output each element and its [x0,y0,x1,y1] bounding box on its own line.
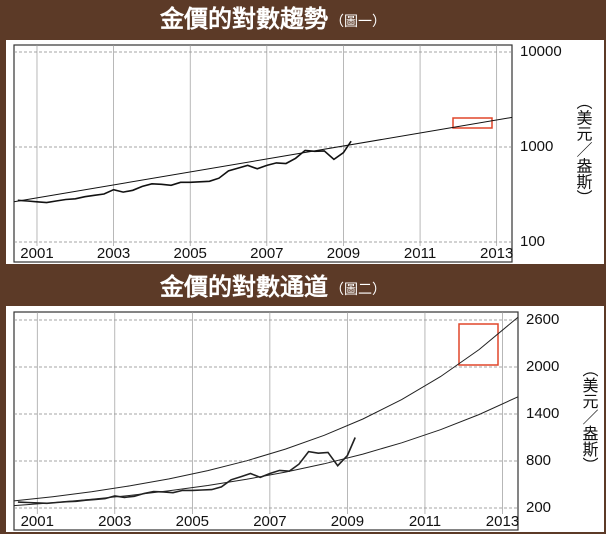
y-axis-label: （美元／盎斯） [580,361,599,473]
y-tick-label: 10000 [520,43,562,60]
x-tick-label: 2011 [409,513,441,530]
highlight-box [458,323,499,366]
y-tick-label: 800 [526,452,551,469]
line [17,437,356,505]
y-tick-label: 100 [520,233,545,250]
x-tick-label: 2013 [480,245,513,262]
x-tick-label: 2011 [404,245,436,262]
chart-title: 金價的對數通道 [159,273,328,301]
x-tick-label: 2001 [20,245,53,262]
chart-title-note: （圖一） [330,14,386,30]
y-axis-label: （美元／盎斯） [574,94,593,206]
y-tick-label: 1000 [520,138,553,155]
panel [6,306,604,532]
x-tick-label: 2003 [98,513,131,530]
y-tick-label: 2000 [526,358,559,375]
x-tick-label: 2007 [250,245,283,262]
y-tick-label: 1400 [526,405,559,422]
plot-frame [13,44,513,263]
x-tick-label: 2009 [327,245,360,262]
x-tick-label: 2005 [176,513,209,530]
x-tick-label: 2003 [97,245,130,262]
x-tick-label: 2013 [486,513,519,530]
line [13,316,519,502]
x-tick-label: 2009 [331,513,364,530]
y-tick-label: 200 [526,499,551,516]
chart-title-note: （圖二） [330,282,386,298]
y-tick-label: 2600 [526,311,559,328]
x-tick-label: 2007 [253,513,286,530]
line [17,140,352,204]
line [13,116,513,203]
chart-title: 金價的對數趨勢 [159,5,328,33]
x-tick-label: 2001 [21,513,54,530]
highlight-box [452,117,493,129]
x-tick-label: 2005 [174,245,207,262]
line [13,396,519,507]
plot-frame [13,311,519,531]
